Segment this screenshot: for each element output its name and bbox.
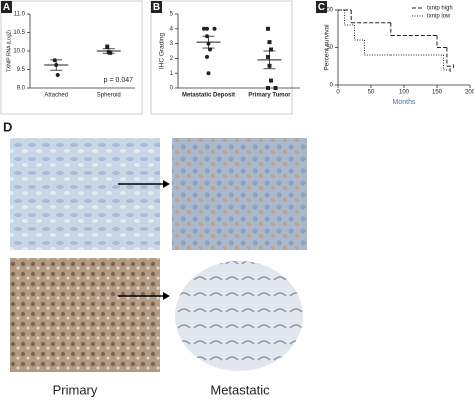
data-point	[273, 86, 278, 90]
panel-frame	[150, 0, 293, 115]
data-point	[267, 40, 272, 45]
data-point	[206, 71, 211, 76]
data-point	[266, 54, 270, 59]
image-label: Primary	[53, 382, 98, 397]
y-tick-label: 50	[326, 45, 333, 51]
data-point	[202, 26, 206, 31]
arrow-head	[163, 180, 170, 188]
y-tick-label: 0	[170, 86, 174, 92]
image-label: Metastatic	[210, 382, 270, 397]
data-point	[269, 78, 273, 83]
panel-badge	[151, 1, 162, 13]
histology-image	[172, 138, 307, 250]
panel-frame	[0, 0, 143, 115]
y-tick-label: 9.5	[17, 67, 26, 73]
y-tick-label: 3	[170, 41, 174, 47]
x-tick-label: 50	[368, 90, 375, 96]
x-tick-label: 100	[399, 90, 410, 96]
x-tick-label: 150	[432, 90, 443, 96]
legend-label: txnip high	[427, 6, 453, 12]
panel-label: C	[318, 2, 325, 13]
x-tick-label: 200	[465, 90, 474, 96]
data-point	[266, 86, 270, 90]
data-point	[105, 44, 110, 49]
x-tick-label: Metastatic Deposit	[182, 93, 235, 99]
y-tick-label: 2	[170, 56, 174, 62]
x-axis-label: Months	[393, 99, 416, 106]
data-point	[269, 47, 273, 52]
histology-image	[10, 258, 160, 372]
panel-label: D	[3, 119, 12, 134]
y-tick-label: 100	[323, 8, 334, 14]
y-axis-label: Percent survival	[324, 24, 331, 71]
y-tick-label: 5	[170, 12, 174, 18]
legend-label: txnip low	[427, 14, 451, 20]
data-point	[205, 26, 209, 31]
data-point	[208, 47, 212, 52]
x-tick-label: Primary Tumor	[248, 93, 291, 99]
histology-image	[10, 138, 160, 250]
data-point	[205, 54, 209, 59]
y-tick-label: 10.5	[13, 30, 25, 36]
y-tick-label: 9.0	[17, 86, 26, 92]
y-tick-label: 11.0	[14, 12, 26, 18]
y-tick-label: 1	[170, 71, 174, 77]
panel-badge	[1, 1, 12, 13]
y-axis-label: TXNIP RNA (Log2)	[6, 30, 12, 72]
histology-image	[175, 261, 303, 371]
panel-label: A	[3, 2, 10, 13]
x-tick-label: 0	[336, 90, 340, 96]
arrow-head	[163, 292, 170, 300]
y-tick-label: 10.0	[13, 49, 25, 55]
data-point	[212, 26, 217, 31]
y-axis-label: IHC Grading	[159, 33, 166, 70]
x-tick-label: Attached	[44, 93, 68, 99]
y-tick-label: 4	[170, 26, 174, 32]
panel-badge	[316, 1, 327, 13]
panel-d: D Primary Metastatic	[3, 119, 307, 397]
data-point	[55, 73, 60, 78]
x-tick-label: Spheroid	[97, 93, 121, 99]
annotation: p = 0.047	[104, 77, 133, 84]
data-point	[266, 26, 270, 31]
panel-label: B	[153, 2, 160, 13]
y-tick-label: 0	[330, 83, 334, 89]
